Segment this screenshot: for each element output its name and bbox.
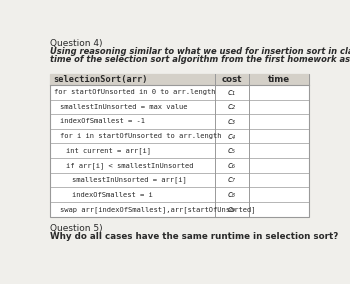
Text: smallestInUnsorted = max value: smallestInUnsorted = max value: [60, 104, 188, 110]
Text: c₂: c₂: [228, 102, 236, 111]
Text: c₇: c₇: [228, 176, 236, 185]
Bar: [50, 74, 309, 85]
Text: for i in startOfUnsorted to arr.length: for i in startOfUnsorted to arr.length: [60, 133, 222, 139]
Text: Question 4): Question 4): [50, 39, 103, 49]
Text: c₈: c₈: [228, 190, 236, 199]
Text: c₉: c₉: [228, 205, 236, 214]
Text: int current = arr[i]: int current = arr[i]: [66, 147, 151, 154]
Text: selectionSort(arr): selectionSort(arr): [53, 75, 148, 84]
Text: c₆: c₆: [228, 161, 236, 170]
Text: indexOfSmallest = -1: indexOfSmallest = -1: [60, 118, 145, 124]
Text: c₁: c₁: [228, 88, 236, 97]
Text: if arr[i] < smallestInUnsorted: if arr[i] < smallestInUnsorted: [66, 162, 194, 169]
Text: Using reasoning similar to what we used for insertion sort in class, analyze the: Using reasoning similar to what we used …: [50, 47, 350, 56]
Text: c₅: c₅: [228, 146, 236, 155]
Text: smallestInUnsorted = arr[i]: smallestInUnsorted = arr[i]: [72, 177, 187, 183]
Text: indexOfSmallest = i: indexOfSmallest = i: [72, 192, 153, 198]
Text: Question 5): Question 5): [50, 224, 103, 233]
Text: time: time: [268, 75, 290, 84]
Text: c₃: c₃: [228, 117, 236, 126]
Text: for startOfUnsorted in 0 to arr.length: for startOfUnsorted in 0 to arr.length: [54, 89, 215, 95]
Bar: [50, 74, 309, 217]
Text: Why do all cases have the same runtime in selection sort?: Why do all cases have the same runtime i…: [50, 232, 338, 241]
Text: swap arr[indexOfSmallest],arr[startOfUnsorted]: swap arr[indexOfSmallest],arr[startOfUns…: [60, 206, 256, 213]
Text: cost: cost: [222, 75, 242, 84]
Text: time of the selection sort algorithm from the first homework assignment.: time of the selection sort algorithm fro…: [50, 55, 350, 64]
Text: c₄: c₄: [228, 131, 236, 141]
